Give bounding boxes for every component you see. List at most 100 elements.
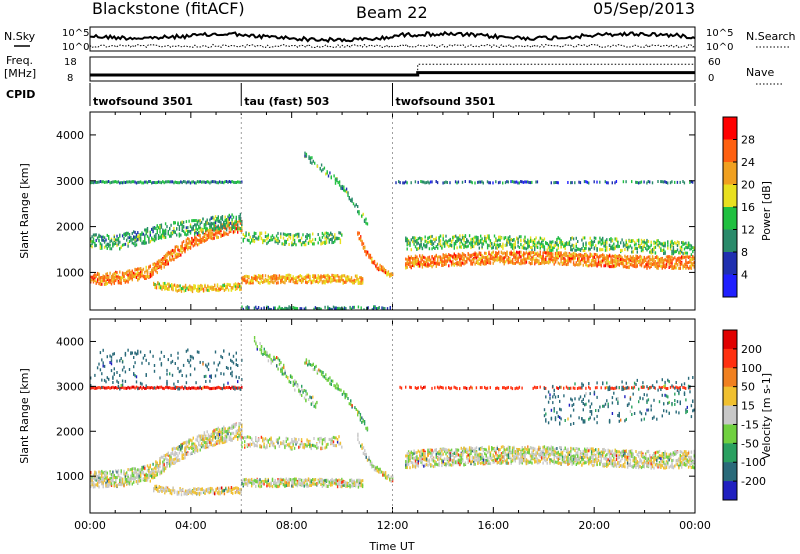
range-gate-cell xyxy=(360,306,362,310)
range-gate-cell xyxy=(456,263,458,267)
range-gate-cell xyxy=(189,225,192,229)
range-gate-cell xyxy=(144,180,146,184)
range-gate-cell xyxy=(180,180,182,184)
range-gate-cell xyxy=(473,239,475,243)
range-gate-cell xyxy=(649,245,651,249)
range-gate-cell xyxy=(163,463,165,467)
range-gate-cell xyxy=(102,274,104,278)
range-gate-cell xyxy=(625,239,627,243)
range-gate-cell xyxy=(340,186,342,190)
range-gate-cell xyxy=(238,426,240,430)
range-gate-cell xyxy=(681,241,683,245)
range-gate-cell xyxy=(133,473,135,477)
range-gate-cell xyxy=(478,262,480,266)
range-gate-cell xyxy=(653,248,655,252)
range-gate-cell xyxy=(491,251,493,255)
range-gate-cell xyxy=(169,464,171,468)
range-gate-cell xyxy=(499,235,501,239)
range-gate-cell xyxy=(160,470,163,474)
range-gate-cell xyxy=(266,242,268,246)
range-gate-cell xyxy=(509,257,511,261)
range-gate-cell xyxy=(693,248,695,251)
range-gate-cell xyxy=(210,443,212,447)
range-gate-cell xyxy=(285,274,287,278)
range-gate-cell xyxy=(498,243,500,247)
range-gate-cell xyxy=(300,279,303,283)
range-gate-cell xyxy=(134,275,136,279)
range-gate-cell xyxy=(590,259,593,262)
range-gate-cell xyxy=(513,180,515,184)
range-gate-cell xyxy=(293,234,296,238)
range-gate-cell xyxy=(131,231,133,235)
range-gate-cell xyxy=(640,249,643,253)
range-gate-cell xyxy=(230,438,232,442)
range-gate-cell xyxy=(220,223,222,227)
range-gate-cell xyxy=(194,286,196,290)
range-gate-cell xyxy=(678,241,680,245)
range-gate-cell xyxy=(346,278,348,282)
range-gate-cell xyxy=(170,457,172,461)
range-gate-cell xyxy=(307,280,310,283)
range-gate-cell xyxy=(205,228,207,232)
range-gate-cell xyxy=(455,242,457,246)
range-gate-cell xyxy=(550,249,553,252)
range-gate-cell xyxy=(617,260,619,264)
range-gate-cell xyxy=(226,282,228,286)
range-gate-cell xyxy=(523,257,525,261)
range-gate-cell xyxy=(496,239,498,243)
range-gate-cell xyxy=(131,241,133,245)
range-gate-cell xyxy=(164,258,167,262)
range-gate-cell xyxy=(464,261,467,265)
range-gate-cell xyxy=(156,231,158,235)
range-gate-cell xyxy=(274,274,276,278)
range-gate-cell xyxy=(211,286,213,290)
range-gate-cell xyxy=(479,180,482,184)
range-gate-cell xyxy=(628,245,630,249)
range-gate-cell xyxy=(230,436,232,440)
range-gate-cell xyxy=(681,262,683,266)
range-gate-cell xyxy=(386,273,388,277)
range-gate-cell xyxy=(516,260,518,264)
range-gate-cell xyxy=(542,257,544,261)
range-gate-cell xyxy=(311,156,313,160)
range-gate-cell xyxy=(517,240,519,244)
range-gate-cell xyxy=(531,261,533,265)
range-gate-cell xyxy=(92,181,95,185)
range-gate-cell xyxy=(461,261,464,265)
range-gate-cell xyxy=(110,247,113,251)
range-gate-cell xyxy=(156,470,158,474)
range-gate-cell xyxy=(657,180,659,183)
range-gate-cell xyxy=(225,430,228,434)
range-gate-cell xyxy=(218,441,221,445)
range-gate-cell xyxy=(690,244,693,248)
range-gate-cell xyxy=(223,284,226,288)
range-gate-cell xyxy=(163,229,165,233)
range-gate-cell xyxy=(148,240,150,244)
range-gate-cell xyxy=(282,242,285,246)
range-gate-cell xyxy=(174,221,176,225)
range-gate-cell xyxy=(430,235,432,239)
range-gate-cell xyxy=(105,474,107,478)
range-gate-cell xyxy=(189,438,192,442)
range-gate-cell xyxy=(650,249,652,252)
range-gate-cell xyxy=(351,197,353,201)
range-gate-cell xyxy=(452,255,454,259)
range-gate-cell xyxy=(468,258,471,262)
range-gate-cell xyxy=(151,236,153,240)
range-gate-cell xyxy=(113,476,115,480)
range-gate-cell xyxy=(502,242,504,246)
range-gate-cell xyxy=(137,468,139,472)
range-gate-cell xyxy=(174,461,176,465)
range-gate-cell xyxy=(506,258,508,262)
range-gate-cell xyxy=(410,238,412,242)
range-gate-cell xyxy=(538,254,540,258)
range-gate-cell xyxy=(541,261,543,265)
range-gate-cell xyxy=(216,440,218,444)
range-gate-cell xyxy=(543,237,546,241)
range-gate-cell xyxy=(256,276,258,280)
range-gate-cell xyxy=(220,437,222,441)
range-gate-cell xyxy=(212,444,214,448)
range-gate-cell xyxy=(223,221,225,225)
range-gate-cell xyxy=(352,305,354,309)
range-gate-cell xyxy=(269,307,271,310)
